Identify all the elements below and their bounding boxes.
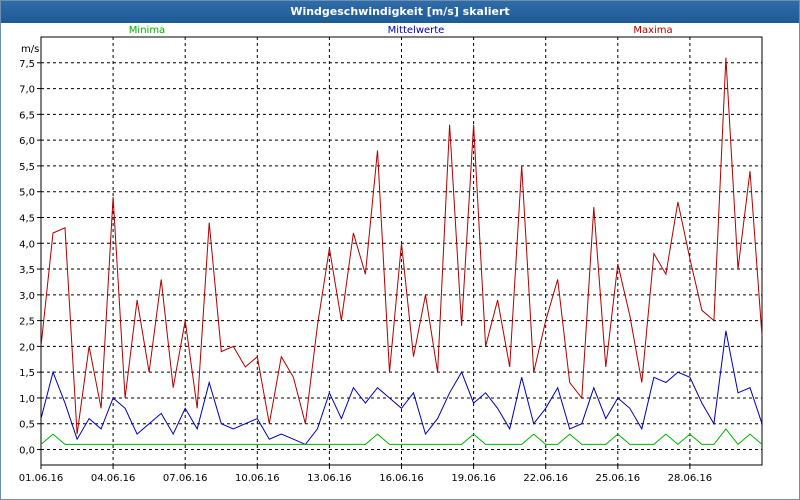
series-line-minima (40, 428, 763, 446)
series-lines (40, 57, 763, 446)
legend: Minima Mittelwerte Maxima (129, 25, 673, 36)
x-tick-label: 13.06.16 (307, 473, 352, 484)
x-tick-label: 07.06.16 (163, 473, 208, 484)
window-title: Windgeschwindigkeit [m/s] skaliert (1, 1, 799, 23)
y-tick-label: 0,0 (19, 446, 35, 457)
y-tick-label: 2,5 (19, 317, 35, 328)
x-tick-label: 01.06.16 (19, 473, 64, 484)
legend-entry-maxima: Maxima (633, 25, 672, 36)
y-tick-label: 5,5 (19, 162, 35, 173)
x-tick-label: 19.06.16 (451, 473, 496, 484)
legend-entry-minima: Minima (129, 25, 165, 36)
y-tick-label: 0,5 (19, 420, 35, 431)
y-tick-label: 3,5 (19, 265, 35, 276)
x-axis-tick-labels: 01.06.16 04.06.16 07.06.16 10.06.16 13.06.16… (19, 473, 712, 484)
legend-entry-mittelwerte: Mittelwerte (388, 25, 445, 36)
y-tick-label: 1,5 (19, 368, 35, 379)
y-tick-label: 2,0 (19, 342, 35, 353)
x-tick-label: 22.06.16 (523, 473, 568, 484)
y-axis-tick-labels: 0,0 0,5 1,0 1,5 2,0 2,5 3,0 3,5 4,0 4,5 5,0 5,5 6,0 6… (19, 59, 35, 457)
x-tick-label: 04.06.16 (91, 473, 136, 484)
y-tick-label: 4,5 (19, 213, 35, 224)
y-tick-label: 6,5 (19, 110, 35, 121)
x-tick-label: 25.06.16 (596, 473, 641, 484)
series-line-mittelwerte (40, 330, 763, 446)
x-tick-label: 16.06.16 (379, 473, 424, 484)
y-tick-label: 7,0 (19, 85, 35, 96)
grid-lines (37, 37, 762, 469)
x-tick-label: 10.06.16 (235, 473, 280, 484)
x-tick-label: 28.06.16 (668, 473, 713, 484)
series-line-maxima (40, 57, 763, 435)
y-tick-label: 1,0 (19, 394, 35, 405)
wind-speed-chart: 0,0 0,5 1,0 1,5 2,0 2,5 3,0 3,5 4,0 4,5 5,0 5,5 6,0 6… (19, 25, 763, 484)
plot-area (40, 36, 763, 466)
y-tick-label: 6,0 (19, 136, 35, 147)
y-tick-label: 3,0 (19, 291, 35, 302)
y-tick-label: 7,5 (19, 59, 35, 70)
y-axis-label: m/s (21, 44, 39, 55)
y-tick-label: 5,0 (19, 188, 35, 199)
y-tick-label: 4,0 (19, 239, 35, 250)
